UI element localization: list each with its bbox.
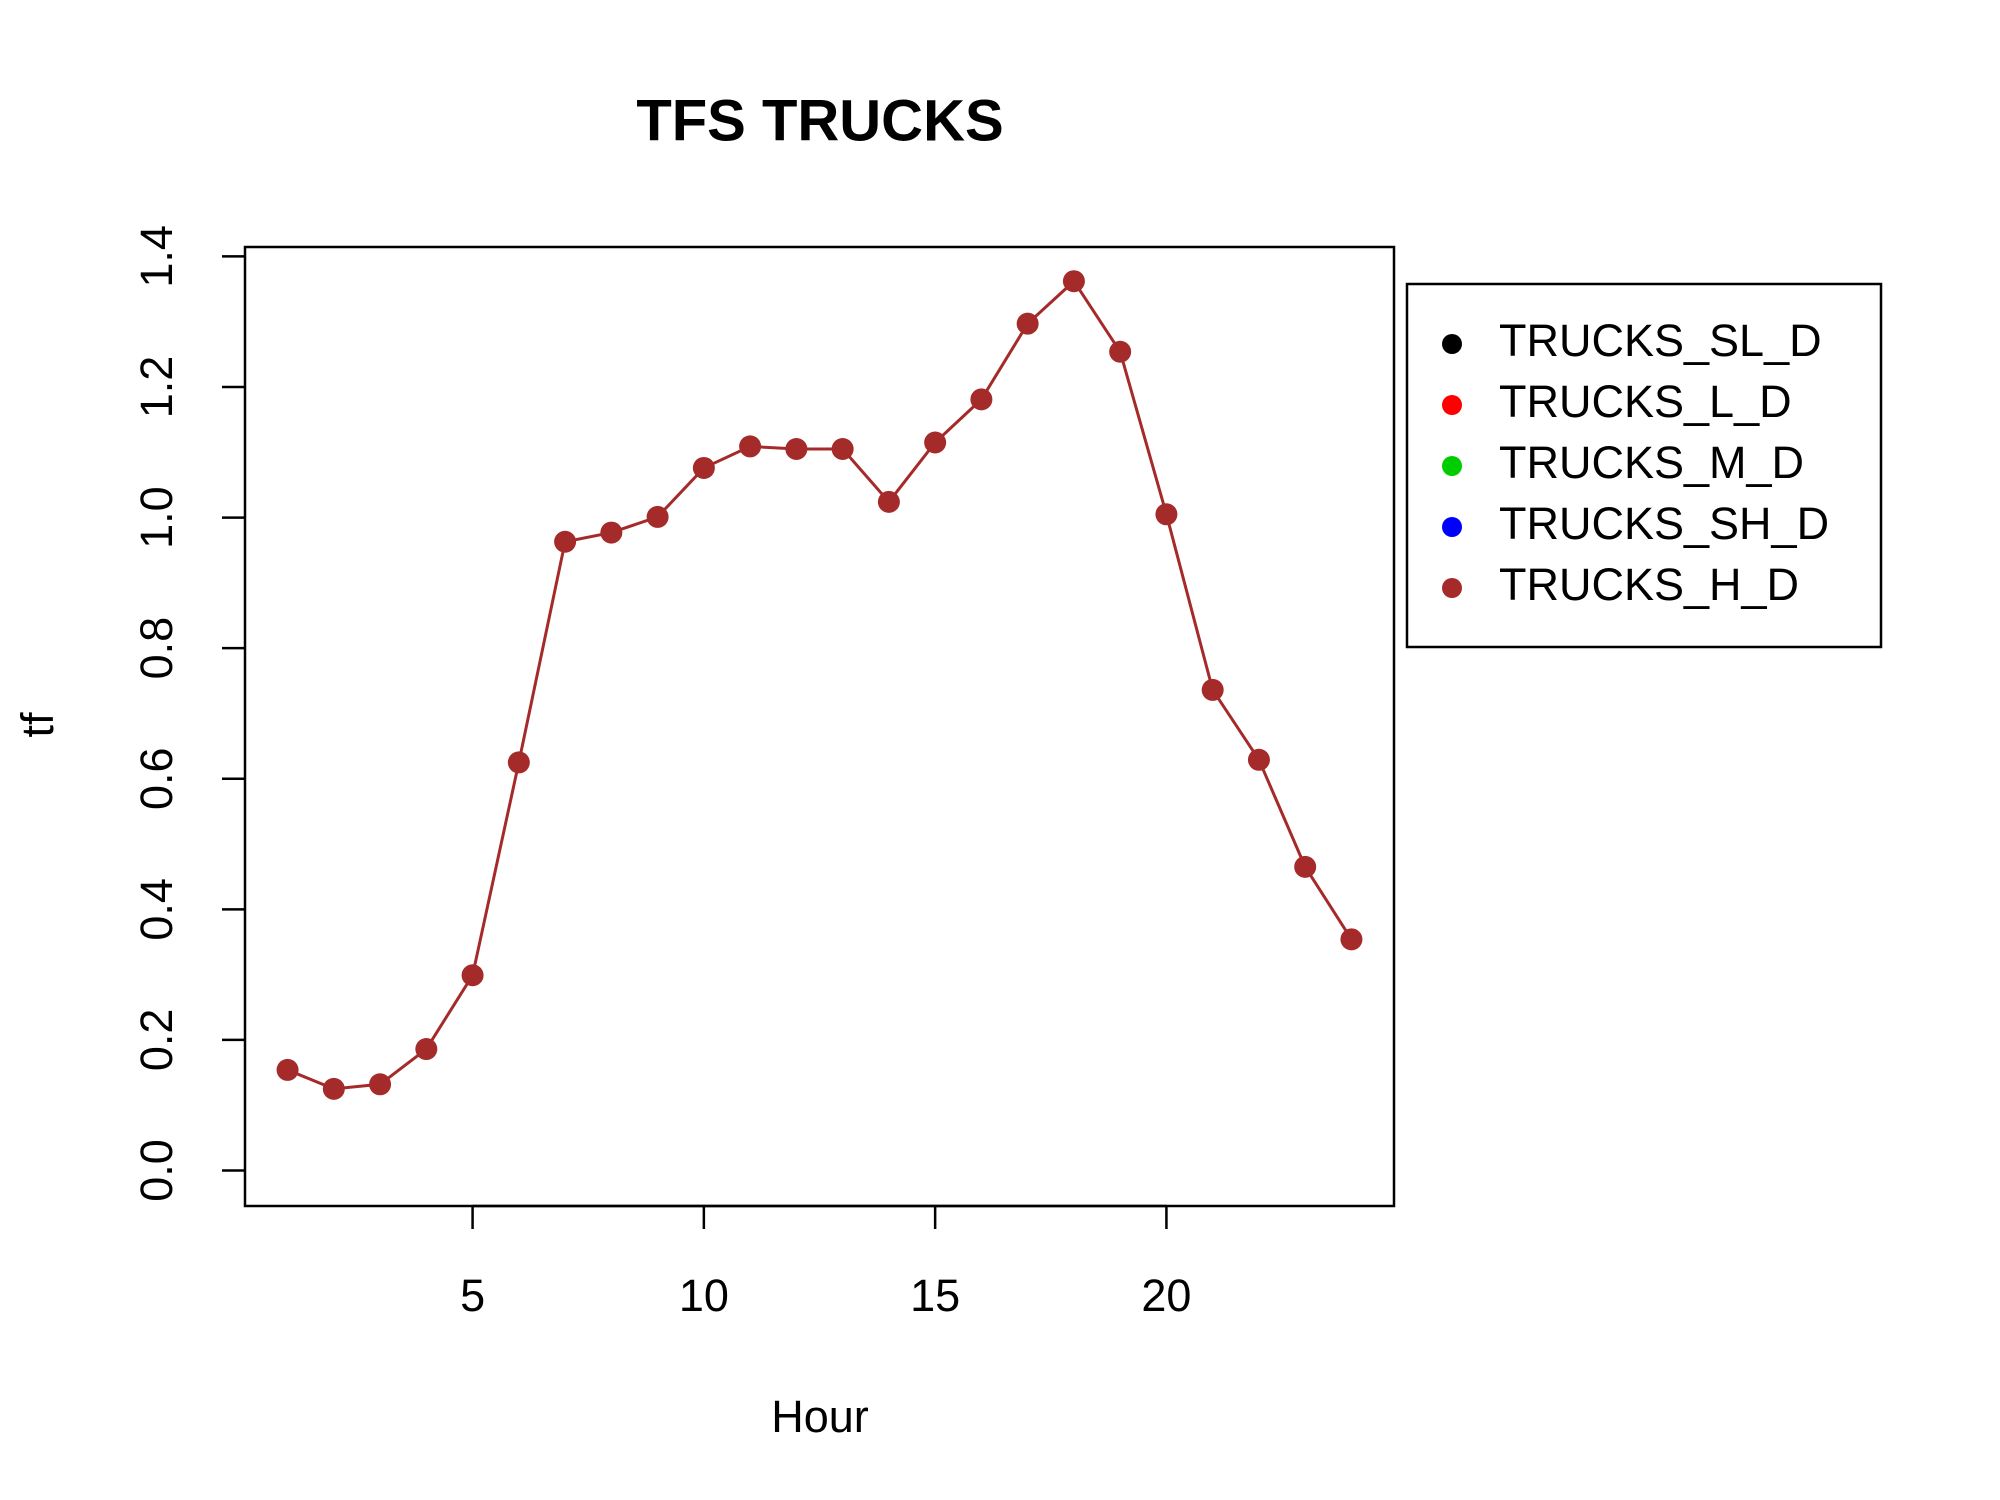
legend-label: TRUCKS_L_D — [1499, 376, 1792, 427]
data-point — [1109, 340, 1132, 363]
legend-marker — [1442, 578, 1462, 598]
legend-label: TRUCKS_SL_D — [1499, 315, 1822, 366]
data-point — [970, 388, 993, 411]
data-point — [554, 530, 577, 553]
y-tick-label: 1.2 — [131, 356, 182, 419]
legend-frame — [1405, 282, 1883, 649]
legend-marker — [1442, 456, 1462, 476]
y-tick-label: 0.4 — [131, 878, 182, 941]
y-tick-label: 0.0 — [131, 1139, 182, 1202]
data-point — [739, 435, 762, 458]
y-axis-label: tf — [12, 712, 63, 738]
data-point — [369, 1073, 392, 1096]
data-point — [692, 456, 715, 479]
legend-label: TRUCKS_SH_D — [1499, 498, 1829, 549]
data-point — [1247, 748, 1270, 771]
data-point — [415, 1038, 438, 1061]
data-point — [1016, 312, 1039, 335]
legend-marker — [1442, 395, 1462, 415]
data-point — [461, 964, 484, 987]
data-point — [1201, 678, 1224, 701]
x-tick-label: 15 — [910, 1270, 960, 1321]
series-line — [286, 278, 1353, 1091]
data-point — [831, 438, 854, 461]
x-tick-label: 10 — [679, 1270, 729, 1321]
legend-label: TRUCKS_H_D — [1499, 559, 1799, 610]
data-point — [1294, 855, 1317, 878]
data-point — [276, 1058, 299, 1081]
data-point — [322, 1077, 345, 1100]
data-point — [1340, 928, 1363, 951]
legend-marker — [1442, 517, 1462, 537]
y-tick-label: 0.2 — [131, 1009, 182, 1072]
chart-title: TFS TRUCKS — [636, 88, 1003, 153]
data-point — [924, 431, 947, 454]
x-axis-label: Hour — [771, 1391, 869, 1442]
legend-label: TRUCKS_M_D — [1499, 437, 1804, 488]
x-tick-label: 20 — [1141, 1270, 1191, 1321]
data-point — [600, 521, 623, 544]
x-tick-label: 5 — [460, 1270, 485, 1321]
y-tick-label: 0.6 — [131, 747, 182, 810]
data-point — [1062, 270, 1085, 293]
data-point — [1155, 503, 1178, 526]
y-tick-label: 1.4 — [131, 225, 182, 288]
data-point — [646, 505, 669, 528]
plot-frame — [243, 245, 1396, 1208]
data-point — [877, 490, 900, 513]
y-tick-label: 0.8 — [131, 617, 182, 680]
legend-marker — [1442, 334, 1462, 354]
data-point — [785, 438, 808, 461]
data-point — [507, 751, 530, 774]
y-tick-label: 1.0 — [131, 486, 182, 549]
